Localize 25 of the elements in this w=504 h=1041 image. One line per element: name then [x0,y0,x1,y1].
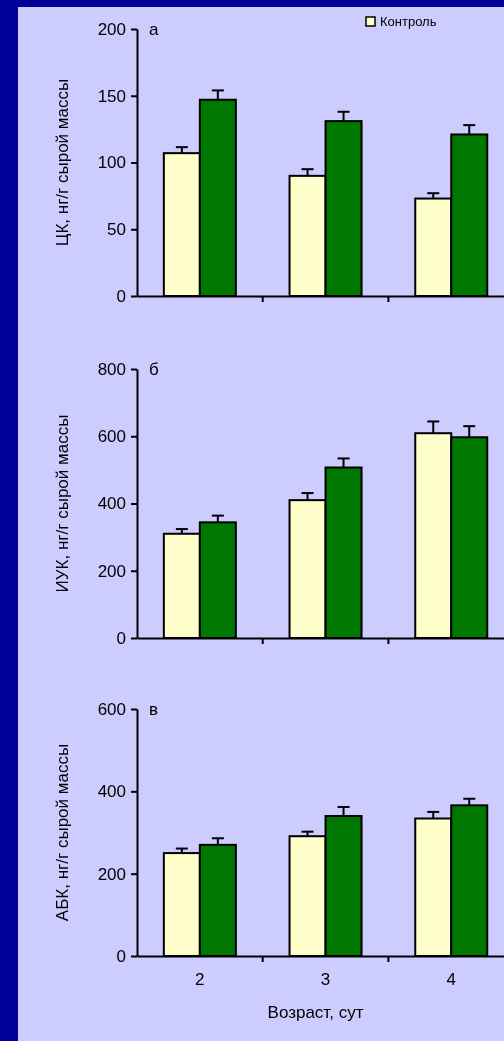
y-tick-label: 200 [97,864,126,884]
y-tick-label: 400 [97,494,126,514]
x-tick-label: 4 [446,970,456,989]
x-axis-title: Возраст, сут [267,1003,364,1022]
y-tick-label: 800 [97,359,126,379]
y-tick-label: 50 [107,220,126,240]
y-tick-label: 0 [116,628,126,648]
chart-title: а [149,20,159,39]
chart-title: в [149,700,159,719]
y-tick-label: 200 [97,19,126,39]
y-tick-label: 400 [97,782,126,802]
y-tick-label: 600 [97,427,126,447]
y-axis-title: АБК, нг/г сырой массы [53,743,72,922]
y-axis-title: ЦК, нг/г сырой массы [53,78,72,247]
legend-label: Контроль [380,14,437,29]
y-tick-label: 0 [116,946,126,966]
y-tick-label: 600 [97,699,126,719]
y-tick-label: 100 [97,153,126,173]
chart-title: б [149,360,159,379]
y-tick-label: 0 [116,286,126,306]
y-tick-label: 200 [97,561,126,581]
y-tick-label: 150 [97,86,126,106]
x-tick-label: 2 [195,970,205,989]
x-tick-label: 3 [320,970,331,989]
y-axis-title: ИУК, нг/г сырой массы [53,414,72,593]
